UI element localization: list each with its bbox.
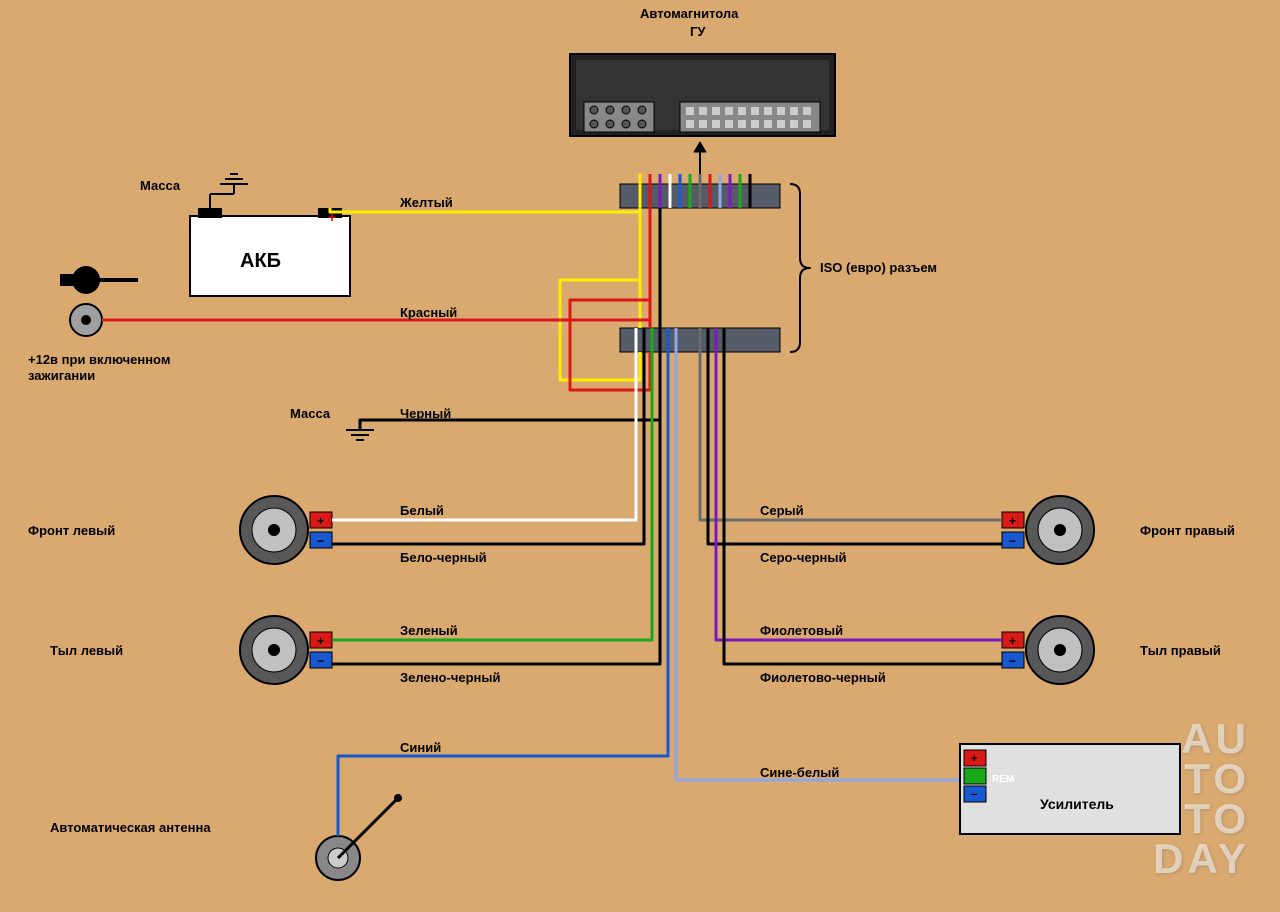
lbl-green: Зеленый <box>400 623 458 638</box>
lbl-yellow: Желтый <box>400 195 453 210</box>
lbl-ign2: зажигании <box>28 368 95 383</box>
wm2: TO <box>1184 760 1250 798</box>
lbl-fl: Фронт левый <box>28 523 115 538</box>
lbl-white: Белый <box>400 503 444 518</box>
lbl-red: Красный <box>400 305 457 320</box>
svg-text:+: + <box>317 514 324 528</box>
lbl-iso: ISO (евро) разъем <box>820 260 937 275</box>
svg-text:−: − <box>204 209 212 225</box>
svg-text:−: − <box>317 534 324 548</box>
lbl-akb: АКБ <box>240 250 281 273</box>
wm3: TO <box>1184 800 1250 838</box>
lbl-title2: ГУ <box>690 24 705 39</box>
lbl-gray: Серый <box>760 503 804 518</box>
lbl-massa1: Масса <box>140 178 180 193</box>
wm4: DAY <box>1153 840 1250 878</box>
lbl-purple: Фиолетовый <box>760 623 843 638</box>
lbl-pb: Фиолетово-черный <box>760 670 886 685</box>
lbl-gb: Серо-черный <box>760 550 847 565</box>
lbl-massa2: Масса <box>290 406 330 421</box>
lbl-black: Черный <box>400 406 451 421</box>
wiring-diagram: −++−+−+−+−+− <box>0 0 1280 912</box>
lbl-fr: Фронт правый <box>1140 523 1235 538</box>
lbl-wb: Бело-черный <box>400 550 487 565</box>
svg-text:+: + <box>1009 514 1016 528</box>
svg-text:+: + <box>317 634 324 648</box>
lbl-rem: REM <box>992 774 1014 785</box>
svg-text:−: − <box>971 789 977 801</box>
svg-text:−: − <box>1009 654 1016 668</box>
svg-text:+: + <box>971 753 977 765</box>
svg-text:−: − <box>317 654 324 668</box>
lbl-ign1: +12в при включенном <box>28 352 170 367</box>
wm1: AU <box>1181 720 1250 758</box>
lbl-rr: Тыл правый <box>1140 643 1221 658</box>
lbl-grb: Зелено-черный <box>400 670 500 685</box>
lbl-ant: Автоматическая антенна <box>50 820 211 835</box>
lbl-amp: Усилитель <box>1040 796 1114 812</box>
lbl-title1: Автомагнитола <box>640 6 738 21</box>
lbl-rl: Тыл левый <box>50 643 123 658</box>
lbl-blue: Синий <box>400 740 441 755</box>
svg-text:−: − <box>1009 534 1016 548</box>
svg-text:+: + <box>1009 634 1016 648</box>
lbl-bw: Сине-белый <box>760 765 839 780</box>
